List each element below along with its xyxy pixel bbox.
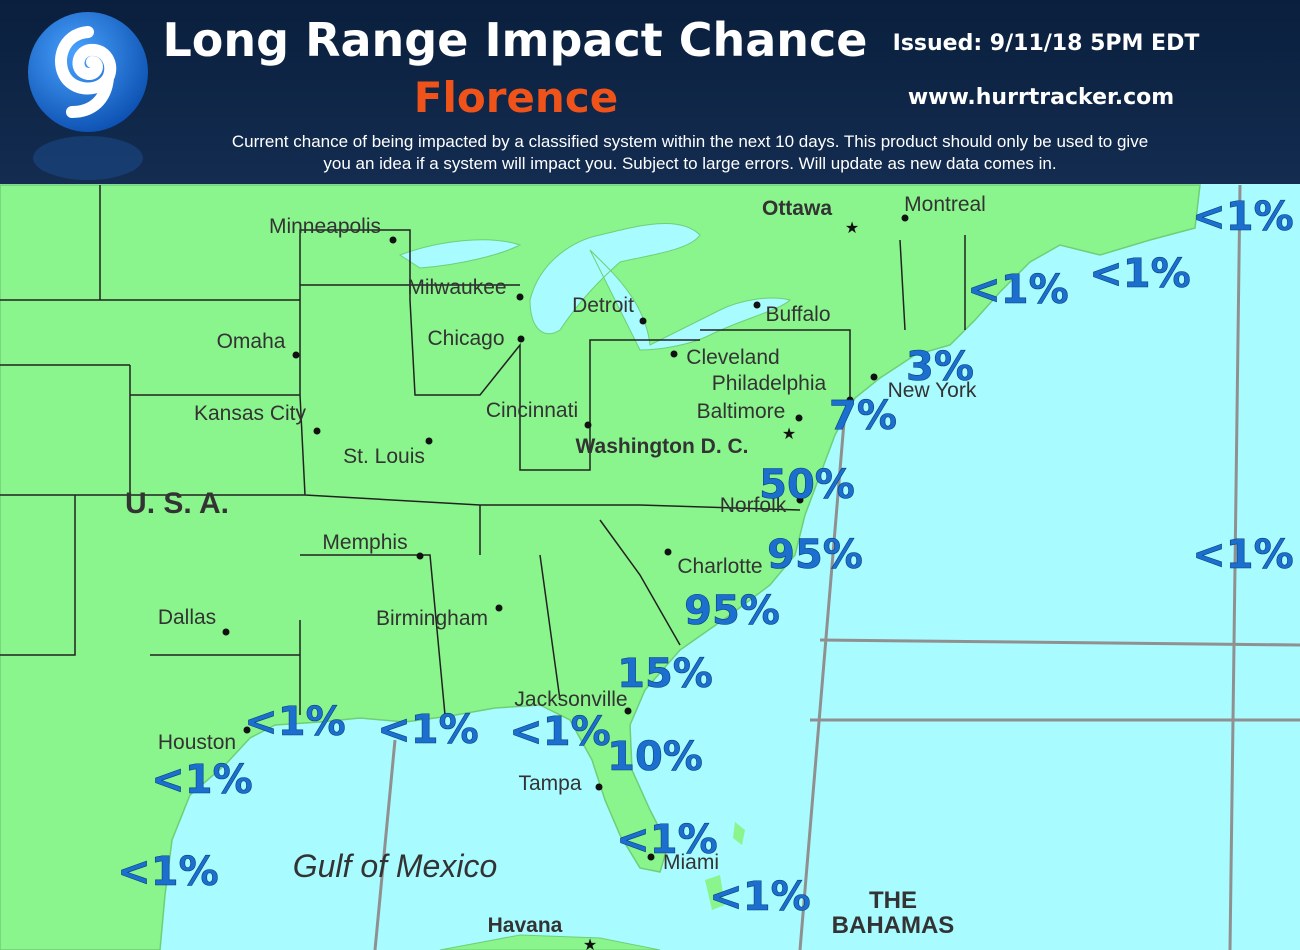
impact-chance: <1%: [616, 817, 717, 863]
state-borders: [0, 185, 966, 716]
city-dot: [517, 335, 525, 343]
cuba: [439, 934, 661, 950]
city-label: Kansas City: [194, 402, 307, 425]
impact-chance: <1%: [151, 757, 252, 803]
bahamas: [705, 822, 745, 910]
city-dot: [313, 427, 321, 435]
city-dot: [647, 853, 655, 861]
title: Long Range Impact Chance: [162, 13, 867, 67]
impact-chance: <1%: [1192, 194, 1293, 240]
city-dot: [639, 317, 647, 325]
city-dot: [243, 726, 251, 734]
city-dot: [416, 552, 424, 560]
logo: [28, 12, 148, 180]
city-label: Baltimore: [697, 400, 786, 423]
city-label: Washington D. C.: [575, 435, 748, 458]
city-label: Buffalo: [766, 303, 831, 326]
impact-chance: <1%: [377, 707, 478, 753]
city-label: Dallas: [158, 606, 216, 629]
impact-chance: 10%: [607, 734, 703, 780]
impact-chance: <1%: [244, 699, 345, 745]
city-dot: [796, 496, 804, 504]
impact-chance: 50%: [759, 462, 855, 508]
impact-chance: <1%: [709, 874, 810, 920]
impact-chance: 95%: [684, 588, 780, 634]
city-label: Montreal: [904, 193, 986, 216]
grid-lines: [373, 184, 1300, 950]
city-label: Ottawa: [762, 197, 832, 220]
impact-chance: <1%: [509, 709, 610, 755]
impact-chance: <1%: [967, 267, 1068, 313]
city-label: Detroit: [572, 294, 634, 317]
city-label: Havana: [488, 914, 563, 937]
city-label: Cleveland: [686, 346, 779, 369]
city-label: Chicago: [427, 327, 504, 350]
city-dot: [584, 421, 592, 429]
city-dot: [670, 350, 678, 358]
city-dot: [870, 373, 878, 381]
impact-chance: 3%: [906, 344, 974, 390]
region-label: THE: [869, 887, 917, 914]
city-label: Miami: [663, 851, 719, 874]
city-dot: [795, 414, 803, 422]
impact-chance: 7%: [829, 393, 897, 439]
city-label: Omaha: [217, 330, 286, 353]
city-dot: [495, 604, 503, 612]
city-label: Norfolk: [720, 494, 787, 517]
city-label: Philadelphia: [712, 372, 827, 395]
city-label: Cincinnati: [486, 399, 578, 422]
city-label: Jacksonville: [514, 688, 627, 711]
city-dot: [222, 628, 230, 636]
city-dot: [516, 293, 524, 301]
city-label: Charlotte: [677, 555, 762, 578]
city-dot: [624, 707, 632, 715]
description: Current chance of being impacted by a cl…: [232, 132, 1148, 151]
impact-chance: <1%: [1192, 532, 1293, 578]
website: www.hurrtracker.com: [908, 85, 1174, 110]
city-dot: [389, 236, 397, 244]
impact-chance: 95%: [767, 532, 863, 578]
impact-chance: 15%: [617, 651, 713, 697]
city-dot: [292, 351, 300, 359]
region-label: U. S. A.: [125, 487, 229, 520]
capital-star: ★: [583, 935, 597, 950]
description: you an idea if a system will impact you.…: [323, 154, 1056, 173]
region-label: Gulf of Mexico: [293, 848, 498, 884]
city-dot: [425, 437, 433, 445]
impact-chance: <1%: [117, 849, 218, 895]
storm-name: Florence: [414, 73, 618, 122]
city-dot: [595, 783, 603, 791]
city-label: New York: [888, 379, 977, 402]
city-label: Tampa: [518, 772, 581, 795]
capital-star: ★: [782, 424, 796, 443]
city-label: Milwaukee: [407, 276, 506, 299]
city-dot: [664, 548, 672, 556]
city-label: St. Louis: [343, 445, 425, 468]
issued: Issued: 9/11/18 5PM EDT: [893, 31, 1200, 56]
region-label: BAHAMAS: [832, 912, 955, 939]
header-band: [0, 0, 1300, 184]
city-label: Memphis: [322, 531, 407, 554]
city-dot: [753, 301, 761, 309]
city-label: Birmingham: [376, 607, 488, 630]
city-label: Houston: [158, 731, 236, 754]
impact-chance: <1%: [1089, 251, 1190, 297]
capital-star: ★: [845, 218, 859, 237]
city-dot: [846, 396, 854, 404]
city-label: Minneapolis: [269, 215, 381, 238]
city-dot: [901, 214, 909, 222]
